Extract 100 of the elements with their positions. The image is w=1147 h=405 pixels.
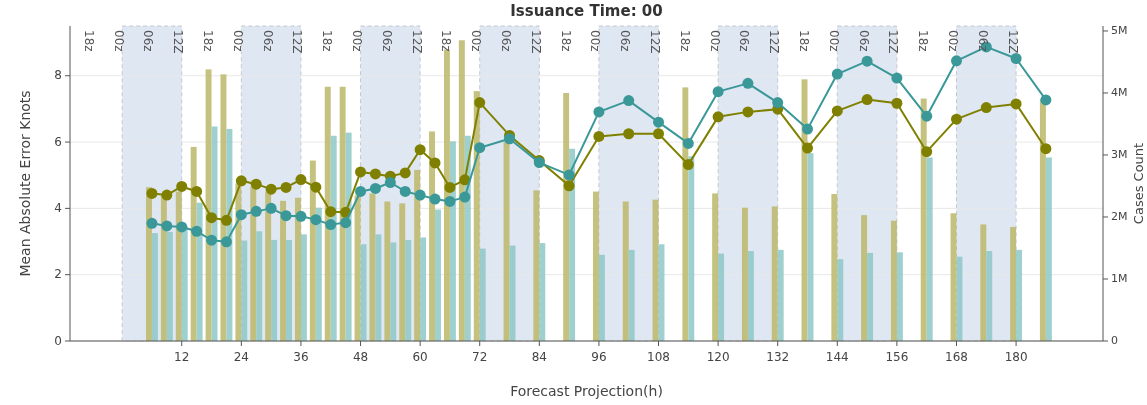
- point: [861, 94, 873, 106]
- x-tick-label: 84: [531, 350, 547, 364]
- bar: [920, 98, 927, 341]
- point: [921, 146, 933, 158]
- bar: [980, 224, 987, 341]
- point: [742, 77, 754, 89]
- point: [891, 97, 903, 109]
- bar: [539, 243, 546, 341]
- annotation: 12Z: [409, 30, 424, 54]
- bar: [628, 249, 635, 341]
- point: [474, 97, 486, 109]
- point: [235, 175, 247, 187]
- bar: [405, 239, 412, 341]
- point: [280, 181, 292, 193]
- bar: [682, 87, 689, 341]
- bar: [211, 126, 218, 341]
- point: [623, 95, 635, 107]
- bar: [777, 249, 784, 341]
- bar: [503, 141, 510, 341]
- x-tick-label: 36: [293, 350, 309, 364]
- y-tick-label: 8: [54, 68, 62, 83]
- bar: [271, 239, 278, 341]
- bar: [861, 215, 868, 341]
- bar: [414, 169, 421, 341]
- chart-title: Issuance Time: 00: [510, 2, 663, 20]
- point: [831, 68, 843, 80]
- point: [682, 159, 694, 171]
- point: [1010, 52, 1022, 64]
- y2-tick-label: 1M: [1111, 271, 1128, 285]
- bar: [741, 207, 748, 341]
- point: [250, 178, 262, 190]
- annotation: 18z: [320, 30, 335, 52]
- bar: [1039, 99, 1046, 341]
- point: [161, 220, 173, 232]
- point: [653, 116, 665, 128]
- bar: [339, 86, 346, 341]
- y2-tick-label: 0: [1111, 334, 1118, 347]
- point: [444, 181, 456, 193]
- point: [146, 187, 158, 199]
- bar: [354, 195, 361, 341]
- point: [399, 167, 411, 179]
- point: [340, 217, 352, 229]
- point: [161, 189, 173, 201]
- point: [429, 157, 441, 169]
- bar: [1016, 249, 1023, 341]
- point: [563, 180, 575, 192]
- point: [325, 206, 337, 218]
- bar: [300, 234, 307, 341]
- bar: [309, 160, 316, 341]
- bar: [286, 239, 292, 341]
- y-axis-title: Mean Absolute Error Knots: [17, 90, 33, 277]
- bar: [688, 156, 695, 341]
- point: [950, 113, 962, 125]
- annotation: 06z: [975, 30, 990, 52]
- annotation: 12Z: [528, 30, 543, 54]
- point: [444, 195, 456, 207]
- point: [206, 234, 218, 246]
- point: [295, 174, 307, 186]
- bar: [181, 226, 188, 341]
- point: [325, 219, 337, 231]
- annotation: 00z: [469, 30, 484, 52]
- bar: [205, 69, 212, 341]
- annotation: 00z: [945, 30, 960, 52]
- bar: [369, 193, 376, 341]
- x-tick-label: 168: [945, 350, 968, 364]
- bar: [315, 207, 322, 341]
- x-tick-label: 120: [706, 350, 730, 364]
- bar: [592, 191, 599, 341]
- bar: [718, 253, 725, 341]
- point: [593, 106, 605, 118]
- bar: [250, 186, 257, 341]
- point: [191, 185, 203, 197]
- point: [921, 110, 933, 122]
- annotation: 18z: [916, 30, 931, 52]
- point: [802, 123, 813, 135]
- bar: [151, 233, 158, 341]
- annotation: 12Z: [290, 30, 305, 54]
- bar: [801, 79, 808, 341]
- bar: [926, 157, 933, 341]
- bar: [598, 254, 605, 341]
- annotation: 06z: [737, 30, 752, 52]
- annotation: 12Z: [886, 30, 901, 54]
- point: [280, 210, 292, 222]
- annotation: 06z: [260, 30, 275, 52]
- annotation: 12Z: [1005, 30, 1020, 54]
- point: [355, 166, 367, 178]
- point: [504, 133, 516, 145]
- point: [265, 202, 277, 214]
- point: [414, 144, 426, 156]
- bar: [458, 40, 465, 341]
- y-tick-label: 0: [54, 333, 62, 348]
- point: [399, 185, 411, 197]
- annotation: 00z: [707, 30, 722, 52]
- bar: [345, 132, 352, 341]
- annotation: 12Z: [767, 30, 782, 54]
- point: [295, 210, 307, 222]
- point: [861, 55, 873, 67]
- point: [369, 168, 381, 180]
- point: [682, 137, 694, 149]
- point: [1010, 98, 1022, 110]
